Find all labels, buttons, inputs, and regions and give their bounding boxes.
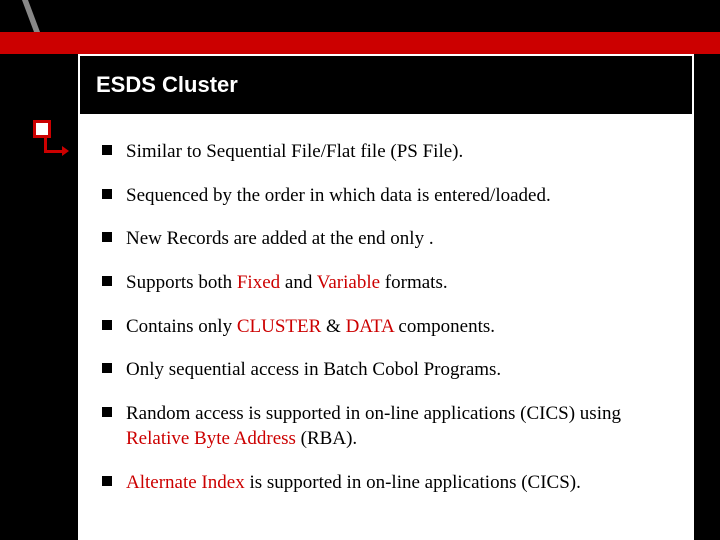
bullet-item: Only sequential access in Batch Cobol Pr… <box>102 357 670 383</box>
bullet-item: Supports both Fixed and Variable formats… <box>102 270 670 296</box>
pointer-arrow-icon <box>62 146 69 156</box>
bullet-text: Random access is supported in on-line ap… <box>126 401 670 452</box>
bullet-text: Similar to Sequential File/Flat file (PS… <box>126 139 463 165</box>
bullet-text: Supports both Fixed and Variable formats… <box>126 270 448 296</box>
bullet-text: Sequenced by the order in which data is … <box>126 183 551 209</box>
bullet-square-icon <box>102 145 112 155</box>
bullet-item: New Records are added at the end only . <box>102 226 670 252</box>
bullet-item: Sequenced by the order in which data is … <box>102 183 670 209</box>
bullet-list: Similar to Sequential File/Flat file (PS… <box>102 139 670 496</box>
bullet-text: Contains only CLUSTER & DATA components. <box>126 314 495 340</box>
bullet-item: Random access is supported in on-line ap… <box>102 401 670 452</box>
bullet-item: Similar to Sequential File/Flat file (PS… <box>102 139 670 165</box>
pointer-square-icon <box>33 120 51 138</box>
bullet-item: Contains only CLUSTER & DATA components. <box>102 314 670 340</box>
bullet-square-icon <box>102 276 112 286</box>
bullet-square-icon <box>102 320 112 330</box>
bullet-square-icon <box>102 232 112 242</box>
bullet-item: Alternate Index is supported in on-line … <box>102 470 670 496</box>
bullet-square-icon <box>102 363 112 373</box>
top-accent-bar <box>0 32 720 54</box>
bullet-text: New Records are added at the end only . <box>126 226 434 252</box>
bullet-text: Only sequential access in Batch Cobol Pr… <box>126 357 501 383</box>
bullet-text: Alternate Index is supported in on-line … <box>126 470 581 496</box>
corner-decoration <box>10 0 40 32</box>
bullet-square-icon <box>102 476 112 486</box>
bullet-square-icon <box>102 189 112 199</box>
pointer-line-horizontal <box>44 150 64 153</box>
bullet-square-icon <box>102 407 112 417</box>
content-area: Similar to Sequential File/Flat file (PS… <box>78 115 694 540</box>
title-container: ESDS Cluster <box>78 54 694 116</box>
slide-title: ESDS Cluster <box>96 72 238 98</box>
